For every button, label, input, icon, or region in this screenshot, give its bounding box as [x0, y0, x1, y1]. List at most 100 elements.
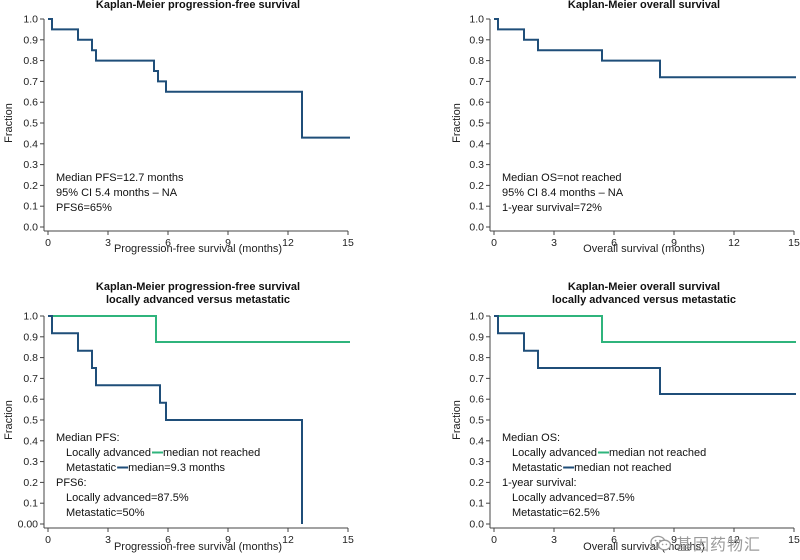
x-tick-label: 6	[611, 534, 617, 546]
x-tick-label: 9	[671, 534, 677, 546]
x-axis-label: Overall survival (months)	[583, 243, 705, 255]
y-tick-label: 0.2	[23, 477, 38, 489]
annotation-text: 1-year survival:	[502, 477, 577, 489]
annotation-text: Metastatic=50%	[66, 507, 145, 519]
chart-title: Kaplan-Meier progression-free survival	[96, 0, 300, 11]
x-tick-label: 3	[105, 534, 111, 546]
survival-curve-locally-advanced	[48, 315, 350, 343]
y-axis-label: Fraction	[451, 103, 463, 143]
y-tick-label: 0.9	[469, 331, 484, 343]
legend-text: median not reached	[163, 447, 260, 459]
y-tick-label: 0.00	[18, 519, 39, 531]
x-axis-label: Progression-free survival (months)	[114, 541, 282, 553]
x-tick-label: 0	[45, 534, 51, 546]
annotation-text: 95% CI 8.4 months – NA	[502, 187, 624, 199]
survival-curve-all-patients	[494, 18, 796, 79]
y-tick-label: 1.0	[23, 14, 38, 26]
y-tick-label: 1.0	[469, 14, 484, 26]
y-tick-label: 0.7	[469, 76, 484, 88]
y-tick-label: 0.3	[469, 159, 484, 171]
y-tick-label: 0.5	[469, 118, 484, 130]
annotation-text: Locally advanced=87.5%	[512, 492, 635, 504]
annotation-text: Median OS=not reached	[502, 172, 622, 184]
x-tick-label: 12	[728, 237, 740, 249]
y-tick-label: 0.7	[23, 373, 38, 385]
annotation-text: Metastatic=62.5%	[512, 507, 600, 519]
annotation-text: Median OS:	[502, 432, 560, 444]
y-tick-label: 0.8	[23, 352, 38, 364]
y-tick-label: 0.5	[469, 415, 484, 427]
y-tick-label: 0.7	[23, 76, 38, 88]
y-tick-label: 0.1	[469, 201, 484, 213]
legend-text: Metastatic	[66, 462, 117, 474]
y-tick-label: 0.4	[469, 138, 484, 150]
chart-title: Kaplan-Meier overall survival	[568, 281, 720, 293]
watermark: 基因药物汇	[650, 532, 761, 554]
annotation-text: Median PFS=12.7 months	[56, 172, 184, 184]
y-tick-label: 0.1	[469, 498, 484, 510]
x-tick-label: 12	[282, 237, 294, 249]
y-tick-label: 0.2	[469, 477, 484, 489]
y-tick-label: 0.6	[469, 394, 484, 406]
x-tick-label: 3	[551, 237, 557, 249]
y-tick-label: 0.7	[469, 373, 484, 385]
chart-title: locally advanced versus metastatic	[106, 294, 290, 306]
panel-pfs-by-stage: Kaplan-Meier progression-free survivallo…	[3, 281, 354, 553]
legend-text: median not reached	[574, 462, 671, 474]
x-tick-label: 0	[491, 534, 497, 546]
annotation-text: Locally advanced=87.5%	[66, 492, 189, 504]
survival-curve-metastatic	[494, 315, 796, 395]
survival-curve-metastatic	[48, 315, 303, 524]
y-tick-label: 0.8	[469, 352, 484, 364]
y-tick-label: 0.2	[469, 180, 484, 192]
chart-title: Kaplan-Meier progression-free survival	[96, 281, 300, 293]
y-axis-label: Fraction	[3, 103, 15, 143]
y-tick-label: 0.6	[23, 394, 38, 406]
x-axis-label: Overall survival (months)	[583, 541, 705, 553]
y-axis-label: Fraction	[451, 400, 463, 440]
x-tick-label: 12	[282, 534, 294, 546]
y-tick-label: 0.0	[469, 222, 484, 234]
y-tick-label: 0.2	[23, 180, 38, 192]
chart-title: locally advanced versus metastatic	[552, 294, 736, 306]
annotation-text: 95% CI 5.4 months – NA	[56, 187, 178, 199]
annotation-text: 1-year survival=72%	[502, 202, 602, 214]
y-tick-label: 0.8	[23, 55, 38, 67]
y-tick-label: 0.0	[469, 519, 484, 531]
legend-text: Locally advanced	[66, 447, 151, 459]
y-tick-label: 0.0	[23, 222, 38, 234]
chart-title: Kaplan-Meier overall survival	[568, 0, 720, 11]
x-tick-label: 3	[105, 237, 111, 249]
y-tick-label: 0.9	[469, 34, 484, 46]
survival-curve-all-patients	[48, 18, 350, 139]
y-tick-label: 0.4	[23, 138, 38, 150]
y-tick-label: 0.5	[23, 118, 38, 130]
y-axis-label: Fraction	[3, 400, 15, 440]
x-tick-label: 0	[45, 237, 51, 249]
annotation-text: Median PFS:	[56, 432, 120, 444]
y-tick-label: 0.3	[23, 159, 38, 171]
x-tick-label: 9	[671, 237, 677, 249]
y-tick-label: 1.0	[23, 311, 38, 323]
x-tick-label: 3	[551, 534, 557, 546]
annotation-text: PFS6:	[56, 477, 87, 489]
y-tick-label: 1.0	[469, 311, 484, 323]
x-tick-label: 9	[225, 237, 231, 249]
survival-curve-locally-advanced	[494, 315, 796, 343]
legend-text: median not reached	[609, 447, 706, 459]
x-axis-label: Progression-free survival (months)	[114, 243, 282, 255]
x-tick-label: 6	[165, 237, 171, 249]
legend-text: Locally advanced	[512, 447, 597, 459]
y-tick-label: 0.8	[469, 55, 484, 67]
panel-os-overall: Kaplan-Meier overall survival 0.0 0.1 0.2 0.…	[451, 0, 800, 255]
x-tick-label: 6	[165, 534, 171, 546]
y-tick-label: 0.6	[23, 97, 38, 109]
y-tick-label: 0.1	[23, 201, 38, 213]
x-tick-label: 15	[342, 534, 354, 546]
x-tick-label: 15	[342, 237, 354, 249]
annotation-text: PFS6=65%	[56, 202, 112, 214]
x-tick-label: 12	[728, 534, 740, 546]
wechat-icon	[650, 535, 672, 551]
